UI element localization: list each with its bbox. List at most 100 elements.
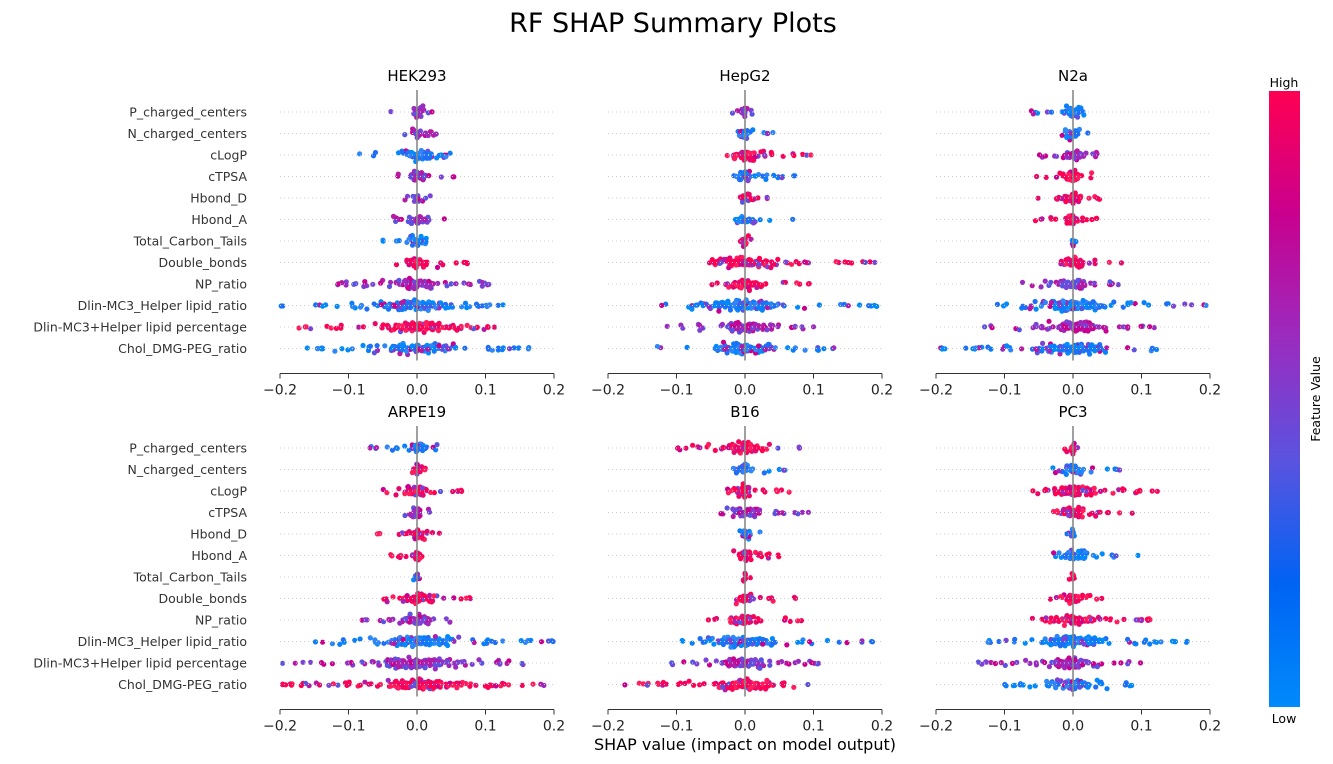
data-point (1066, 660, 1072, 667)
data-point (1023, 657, 1029, 663)
data-point (1102, 325, 1109, 331)
data-point (1047, 596, 1053, 602)
data-point (750, 220, 757, 226)
data-point (728, 684, 734, 690)
data-point (1085, 328, 1091, 334)
data-point (429, 320, 435, 326)
data-point (473, 301, 480, 307)
data-point (528, 637, 534, 644)
data-point (764, 677, 770, 684)
data-point (298, 682, 304, 689)
data-point (411, 616, 417, 622)
data-point (764, 327, 770, 333)
data-point (802, 661, 808, 667)
data-point (1047, 348, 1053, 354)
data-point (392, 303, 398, 309)
data-point (747, 638, 753, 644)
data-point (402, 642, 408, 648)
data-point (1048, 109, 1055, 115)
data-point (407, 153, 413, 159)
data-point (1053, 153, 1060, 159)
data-point (1093, 215, 1099, 221)
data-point (362, 282, 368, 288)
panel-hek293: HEK293P_charged_centersN_charged_centers… (33, 67, 565, 399)
data-point (500, 302, 506, 308)
data-point (1125, 345, 1131, 351)
data-point (691, 682, 697, 688)
x-tick-label: 0.0 (734, 383, 756, 399)
data-point (1058, 678, 1064, 684)
x-tick-label: −0.1 (660, 383, 694, 399)
data-point (1042, 153, 1049, 159)
data-point (763, 281, 769, 287)
data-point (1061, 622, 1067, 629)
data-point (1096, 324, 1102, 330)
data-point (435, 280, 441, 286)
x-tick-label: −0.2 (919, 383, 953, 399)
data-point (686, 304, 692, 310)
data-point (469, 661, 475, 667)
data-point (1117, 510, 1123, 516)
data-point (1104, 345, 1110, 351)
data-point (451, 174, 457, 180)
data-point (815, 347, 822, 353)
colorbar-title: Feature Value (1308, 356, 1323, 442)
data-point (697, 327, 703, 333)
data-point (397, 620, 403, 626)
data-point (776, 554, 782, 560)
data-point (1076, 548, 1082, 554)
data-point (748, 196, 754, 202)
data-point (491, 324, 497, 330)
data-point (701, 681, 707, 687)
data-point (1046, 318, 1052, 324)
data-point (434, 442, 440, 448)
data-point (759, 306, 766, 312)
data-point (1189, 302, 1195, 308)
data-point (425, 621, 431, 627)
data-point (288, 682, 295, 688)
data-point (1100, 637, 1106, 643)
data-point (737, 215, 744, 221)
x-tick-label: 0.0 (1062, 719, 1084, 735)
data-point (1066, 109, 1072, 115)
data-point (406, 654, 412, 660)
data-point (1074, 349, 1080, 355)
data-point (723, 659, 729, 665)
data-point (697, 636, 703, 642)
data-point (750, 127, 756, 133)
data-point (357, 636, 363, 642)
data-point (374, 531, 380, 537)
data-point (790, 347, 796, 353)
data-point (745, 305, 751, 311)
data-point (783, 259, 789, 265)
data-point (681, 659, 687, 665)
data-point (776, 466, 782, 472)
data-point (1062, 446, 1068, 452)
data-point (403, 348, 410, 354)
data-point (660, 680, 667, 686)
data-point (421, 593, 428, 599)
data-point (745, 233, 752, 239)
data-point (1138, 617, 1144, 624)
data-point (1061, 661, 1067, 667)
data-point (1073, 239, 1079, 245)
x-tick-label: −0.2 (263, 383, 297, 399)
data-point (746, 679, 752, 685)
data-point (733, 153, 739, 159)
data-point (772, 345, 778, 351)
data-point (738, 556, 744, 562)
data-point (390, 213, 397, 219)
data-point (739, 154, 745, 160)
data-point (1085, 130, 1091, 136)
data-point (703, 657, 709, 663)
data-point (836, 639, 842, 645)
data-point (338, 322, 344, 328)
data-point (1132, 301, 1138, 307)
data-point (800, 151, 806, 157)
data-point (795, 511, 801, 517)
data-point (458, 596, 464, 602)
data-point (1141, 300, 1147, 306)
data-point (438, 174, 444, 180)
data-point (1116, 324, 1122, 330)
data-point (963, 345, 969, 351)
